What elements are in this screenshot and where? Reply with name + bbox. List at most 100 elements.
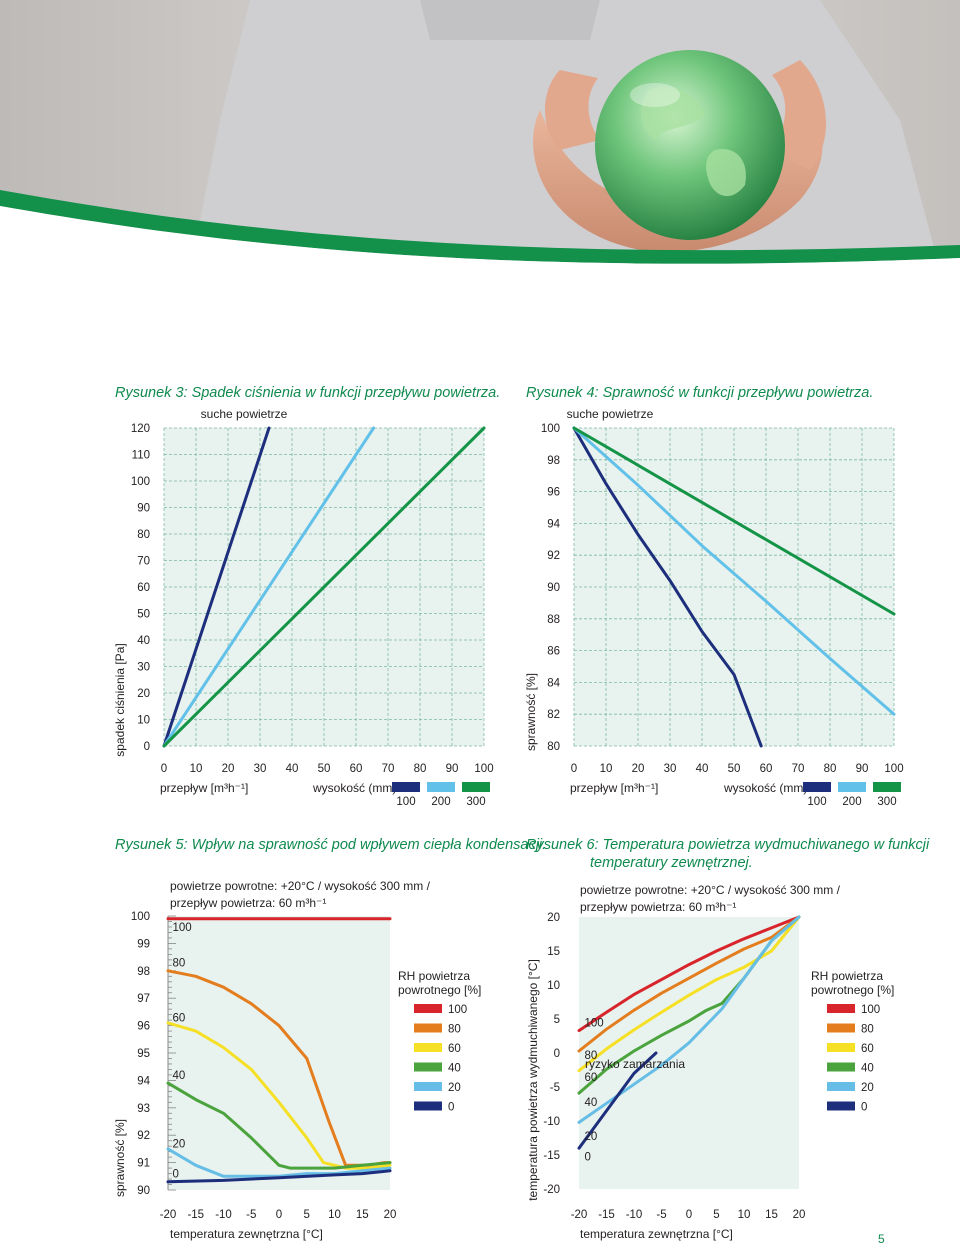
fig5-series-line-60 (166, 1021, 392, 1170)
fig6-xtick-label: 10 (738, 1209, 751, 1221)
fig4-legend-swatch-200 (838, 782, 866, 792)
fig5-minor-ticks (168, 915, 176, 1191)
fig5-subtitle-line1: powietrze powrotne: +20°C / wysokość 300… (170, 879, 431, 893)
fig3-ytick-label: 40 (137, 635, 150, 647)
fig5-xtick-label: 0 (276, 1209, 282, 1221)
fig5-legend-label-40: 40 (448, 1063, 461, 1075)
fig3-ylabel: spadek ciśnienia [Pa] (113, 643, 127, 756)
fig3-legend-swatch-300 (462, 782, 490, 792)
fig6-inline-label-40: 40 (585, 1097, 598, 1109)
fig6-xtick-label: 15 (765, 1209, 778, 1221)
fig6-caption-line2: temperatury zewnętrznej. (590, 855, 753, 871)
fig4-xtick-label: 70 (792, 763, 805, 775)
fig3-ytick-label: 0 (144, 741, 150, 753)
fig3-series-line-100 (162, 426, 271, 748)
fig4-ylabel: sprawność [%] (524, 673, 538, 751)
fig4-series-line-100 (572, 426, 763, 748)
fig3-xtick-label: 20 (222, 763, 235, 775)
fig6-legend-swatch-0 (827, 1101, 855, 1111)
fig6-inline-label-60: 60 (585, 1072, 598, 1084)
fig6-ytick-label: 20 (547, 912, 560, 924)
fig4-legend-label-200: 200 (842, 796, 861, 808)
fig5-series-line-0 (166, 1169, 392, 1184)
fig5-ytick-label: 94 (137, 1075, 150, 1087)
fig3-ytick-label: 90 (137, 503, 150, 515)
fig6-ytick-label: 0 (554, 1048, 560, 1060)
fig5-ytick-label: 95 (137, 1048, 150, 1060)
fig5-xtick-label: 10 (328, 1209, 341, 1221)
fig5-xtick-label: -15 (187, 1209, 204, 1221)
fig5-inline-label-0: 0 (172, 1169, 178, 1181)
fig6-ytick-label: 15 (547, 946, 560, 958)
fig6-legend-swatch-40 (827, 1062, 855, 1072)
fig6-xtick-label: -10 (626, 1209, 643, 1221)
fig4-ytick-label: 96 (547, 487, 560, 499)
fig6-subtitle-line1: powietrze powrotne: +20°C / wysokość 300… (580, 883, 841, 897)
fig4-legend-title: wysokość (mm) (723, 781, 807, 795)
fig6-legend-label-0: 0 (861, 1102, 867, 1114)
fig6-caption-line1: Rysunek 6: Temperatura powietrza wydmuch… (526, 837, 930, 853)
fig6-ytick-label: -10 (543, 1116, 560, 1128)
fig4-subtitle: suche powietrze (567, 407, 654, 421)
fig3-xtick-label: 60 (350, 763, 363, 775)
fig5-xtick-label: -5 (246, 1209, 256, 1221)
fig4-ytick-label: 88 (547, 614, 560, 626)
fig3-caption: Rysunek 3: Spadek ciśnienia w funkcji pr… (115, 385, 500, 401)
fig5-legend-swatch-0 (414, 1101, 442, 1111)
fig6-legend-label-40: 40 (861, 1063, 874, 1075)
fig5-series-line-40 (166, 1081, 392, 1170)
fig6-inline-label-80: 80 (585, 1050, 598, 1062)
fig5-legend-swatch-20 (414, 1082, 442, 1091)
fig3-xlabel: przepływ [m³h⁻¹] (160, 781, 248, 795)
fig3-series-line-200 (162, 426, 376, 748)
fig4-xtick-label: 50 (728, 763, 741, 775)
fig6-legend-swatch-20 (827, 1082, 855, 1091)
fig6-plot-area (579, 917, 799, 1189)
fig5-ytick-label: 93 (137, 1103, 150, 1115)
fig6-ytick-label: 5 (554, 1014, 560, 1026)
fig4-xtick-label: 90 (856, 763, 869, 775)
fig4-xtick-label: 100 (884, 763, 903, 775)
fig6-inline-label-20: 20 (585, 1131, 598, 1143)
fig4-ytick-label: 84 (547, 677, 560, 689)
fig6-inline-label-100: 100 (585, 1017, 604, 1029)
fig5-legend-swatch-100 (414, 1004, 442, 1013)
fig6-ytick-label: -15 (543, 1150, 560, 1162)
fig5-legend-swatch-60 (414, 1043, 442, 1052)
fig5-ytick-label: 91 (137, 1158, 150, 1170)
fig6-series-line-80 (577, 915, 801, 1053)
fig3-ytick-label: 50 (137, 609, 150, 621)
fig5-legend-swatch-80 (414, 1023, 442, 1033)
fig6-legend-swatch-100 (827, 1004, 855, 1013)
fig4-ytick-label: 90 (547, 582, 560, 594)
fig4-ytick-label: 98 (547, 455, 560, 467)
fig3-ytick-label: 30 (137, 662, 150, 674)
fig6-legend-title-line2: powrotnego [%] (811, 983, 894, 997)
fig4-grid (573, 427, 895, 747)
fig4-series-line-200 (572, 426, 896, 716)
fig5-xtick-label: -20 (160, 1209, 177, 1221)
fig6-xtick-label: -15 (598, 1209, 615, 1221)
fig5-inline-label-40: 40 (172, 1070, 185, 1082)
fig5-xlabel: temperatura zewnętrzna [°C] (170, 1227, 323, 1241)
fig3-xtick-label: 30 (254, 763, 267, 775)
fig5-xtick-label: 20 (384, 1209, 397, 1221)
fig6-legend: 100 80 60 40 20 0 (827, 1004, 880, 1114)
fig3-ytick-label: 70 (137, 556, 150, 568)
fig4-legend-swatch-100 (803, 782, 831, 792)
fig5-legend-label-0: 0 (448, 1102, 454, 1114)
fig6-inline-label-0: 0 (585, 1151, 591, 1163)
fig3-ytick-label: 80 (137, 529, 150, 541)
fig5-inline-label-100: 100 (172, 922, 191, 934)
fig4-ytick-label: 82 (547, 709, 560, 721)
fig6-xlabel: temperatura zewnętrzna [°C] (580, 1227, 733, 1241)
fig6-legend-label-60: 60 (861, 1043, 874, 1055)
fig5-legend-title-line1: RH powietrza (398, 969, 470, 983)
fig6-xtick-label: -5 (656, 1209, 666, 1221)
fig3-xtick-label: 50 (318, 763, 331, 775)
fig6-legend-swatch-80 (827, 1023, 855, 1033)
fig4-ytick-label: 100 (541, 423, 560, 435)
fig4-xtick-label: 20 (632, 763, 645, 775)
fig5-legend-label-100: 100 (448, 1004, 467, 1016)
